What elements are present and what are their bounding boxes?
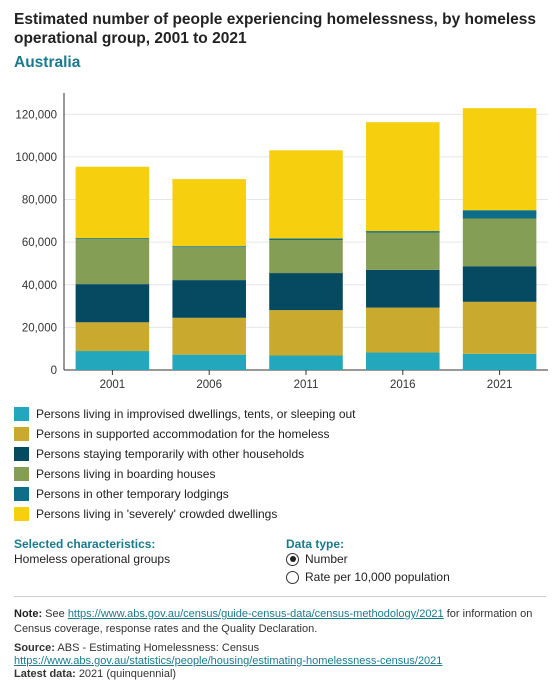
legend-swatch bbox=[14, 407, 29, 421]
bar-segment bbox=[172, 179, 246, 247]
legend-swatch bbox=[14, 507, 29, 521]
legend-swatch bbox=[14, 427, 29, 441]
bar-segment bbox=[366, 352, 440, 370]
footer-source: Source: ABS - Estimating Homelessness: C… bbox=[14, 642, 544, 681]
radio-number-indicator[interactable] bbox=[286, 552, 299, 566]
selected-characteristics-value: Homeless operational groups bbox=[14, 552, 171, 566]
bar-segment bbox=[269, 355, 343, 370]
bar-segment bbox=[172, 280, 246, 318]
chart-subtitle: Australia bbox=[14, 54, 81, 71]
bar-segment bbox=[269, 238, 343, 241]
legend-label: Persons in other temporary lodgings bbox=[36, 487, 229, 501]
y-tick-label: 100,000 bbox=[15, 152, 57, 164]
legend-item[interactable]: Persons living in improvised dwellings, … bbox=[14, 404, 356, 424]
bar-segment bbox=[462, 210, 537, 219]
bar-segment bbox=[366, 232, 440, 270]
legend-item[interactable]: Persons living in 'severely' crowded dwe… bbox=[14, 504, 356, 524]
bar-segment bbox=[75, 238, 150, 285]
chart-title: Estimated number of people experiencing … bbox=[14, 11, 536, 47]
x-tick-label: 2006 bbox=[196, 379, 222, 391]
bar-segment bbox=[172, 317, 246, 355]
bar-segment bbox=[462, 108, 537, 211]
bar-segment bbox=[75, 237, 150, 239]
radio-number-label: Number bbox=[305, 552, 348, 566]
bar-segment bbox=[366, 122, 440, 232]
bar-segment bbox=[269, 240, 343, 274]
bar-segment bbox=[172, 247, 246, 281]
source-text: ABS - Estimating Homelessness: Census bbox=[57, 642, 260, 654]
legend-label: Persons in supported accommodation for t… bbox=[36, 427, 330, 441]
y-tick-label: 60,000 bbox=[22, 237, 57, 249]
latest-text: 2021 (quinquennial) bbox=[78, 668, 177, 680]
legend-label: Persons living in 'severely' crowded dwe… bbox=[36, 507, 278, 521]
footer-note: Note: See https://www.abs.gov.au/census/… bbox=[14, 607, 544, 637]
bar-segment bbox=[366, 269, 440, 308]
selected-characteristics-label: Selected characteristics: bbox=[14, 537, 156, 551]
note-prefix: See bbox=[45, 608, 65, 620]
chart-legend: Persons living in improvised dwellings, … bbox=[14, 404, 356, 524]
x-tick-label: 2001 bbox=[100, 379, 126, 391]
bar-segment bbox=[462, 301, 537, 354]
bar-segment bbox=[269, 273, 343, 311]
y-tick-label: 0 bbox=[51, 365, 57, 377]
bar-segment bbox=[462, 218, 537, 267]
latest-label: Latest data: bbox=[14, 668, 76, 680]
x-tick-label: 2021 bbox=[487, 379, 513, 391]
bar-segment bbox=[462, 353, 537, 370]
legend-item[interactable]: Persons staying temporarily with other h… bbox=[14, 444, 356, 464]
legend-swatch bbox=[14, 487, 29, 501]
bar-segment bbox=[366, 231, 440, 233]
bar-segment bbox=[366, 307, 440, 353]
bar-segment bbox=[462, 266, 537, 302]
bar-segment bbox=[75, 351, 150, 370]
note-link[interactable]: https://www.abs.gov.au/census/guide-cens… bbox=[67, 608, 444, 620]
radio-rate-label: Rate per 10,000 population bbox=[305, 570, 450, 584]
legend-label: Persons staying temporarily with other h… bbox=[36, 447, 305, 461]
data-type-label: Data type: bbox=[286, 537, 345, 551]
source-link[interactable]: https://www.abs.gov.au/statistics/people… bbox=[14, 655, 443, 667]
legend-swatch bbox=[14, 467, 29, 481]
x-tick-label: 2016 bbox=[390, 379, 416, 391]
radio-number[interactable]: Number bbox=[286, 552, 348, 566]
footer-divider bbox=[14, 596, 546, 597]
y-tick-label: 40,000 bbox=[22, 280, 57, 292]
bar-segment bbox=[269, 150, 343, 239]
note-label: Note: bbox=[14, 608, 43, 620]
bar-segment bbox=[172, 354, 246, 370]
legend-item[interactable]: Persons in supported accommodation for t… bbox=[14, 424, 356, 444]
note-suffix: for information on Census coverage, resp… bbox=[14, 608, 533, 635]
bar-segment bbox=[75, 284, 150, 323]
bar-segment bbox=[269, 310, 343, 356]
stacked-bar-chart: 0 20,000 40,000 60,000 80,000 100,000 120,000 2… bbox=[15, 93, 548, 391]
legend-item[interactable]: Persons living in boarding houses bbox=[14, 464, 356, 484]
bar-segment bbox=[75, 322, 150, 352]
legend-swatch bbox=[14, 447, 29, 461]
radio-rate[interactable]: Rate per 10,000 population bbox=[286, 570, 450, 584]
source-label: Source: bbox=[14, 642, 55, 654]
legend-label: Persons living in boarding houses bbox=[36, 467, 216, 481]
radio-rate-indicator[interactable] bbox=[286, 570, 299, 584]
bar-segment bbox=[172, 246, 246, 248]
legend-item[interactable]: Persons in other temporary lodgings bbox=[14, 484, 356, 504]
y-tick-label: 120,000 bbox=[15, 109, 57, 121]
x-tick-label: 2011 bbox=[294, 379, 319, 391]
y-tick-label: 20,000 bbox=[22, 322, 57, 334]
y-tick-label: 80,000 bbox=[22, 195, 57, 207]
bar-segment bbox=[75, 166, 150, 238]
legend-label: Persons living in improvised dwellings, … bbox=[36, 407, 356, 421]
